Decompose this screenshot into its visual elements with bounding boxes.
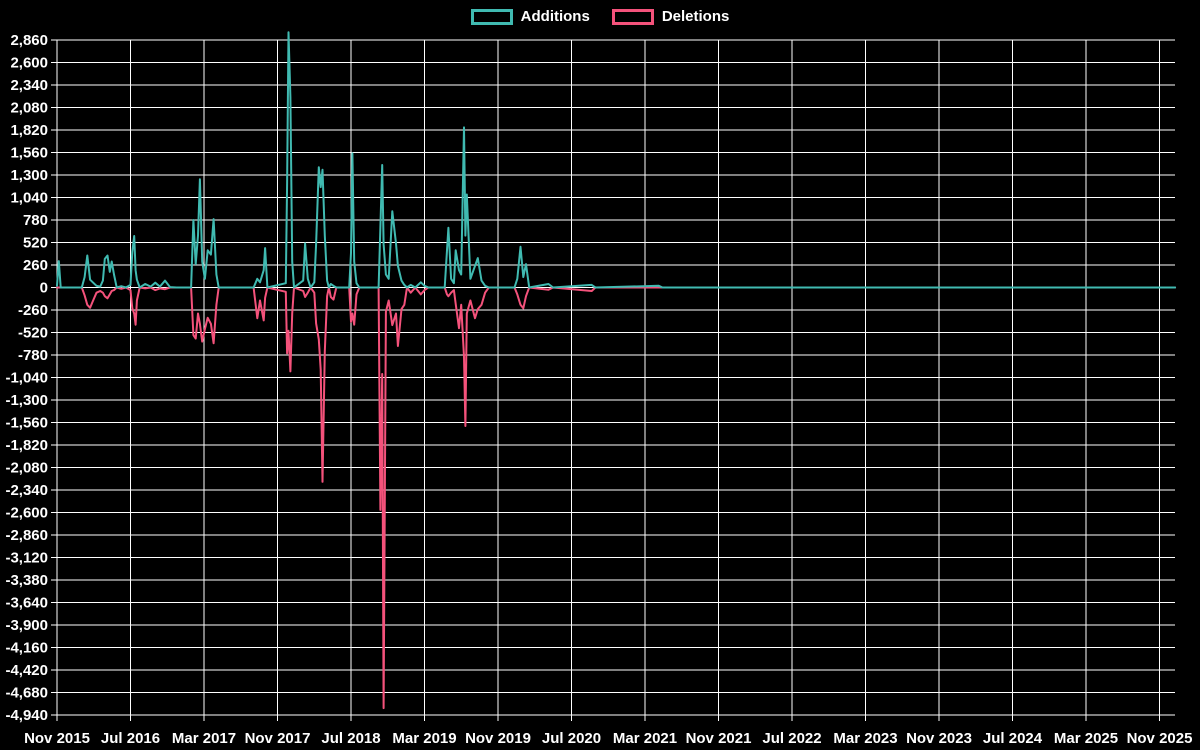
x-axis-label: Nov 2023: [906, 730, 972, 747]
y-axis-label: -1,560: [5, 415, 48, 432]
y-axis-label: -1,300: [5, 392, 48, 409]
legend-item-additions[interactable]: Additions: [470, 7, 590, 27]
x-axis-label: Jul 2022: [762, 730, 821, 747]
y-axis-label: -260: [18, 302, 48, 319]
x-axis-label: Mar 2017: [172, 730, 236, 747]
y-axis-label: -3,900: [5, 617, 48, 634]
y-axis-label: 0: [40, 280, 48, 297]
x-axis-label: Jul 2020: [542, 730, 601, 747]
y-axis-label: -520: [18, 325, 48, 342]
y-axis-label: 1,820: [10, 122, 48, 139]
deletions-label: Deletions: [661, 8, 730, 25]
y-axis-label: 2,600: [10, 55, 48, 72]
additions-swatch-icon: [470, 9, 513, 25]
y-axis-label: 2,340: [10, 77, 48, 94]
x-axis-label: Mar 2019: [392, 730, 456, 747]
y-axis-label: -2,080: [5, 460, 48, 477]
x-axis-label: Mar 2025: [1054, 730, 1118, 747]
y-axis-label: 780: [23, 212, 48, 229]
additions-line: [56, 31, 1177, 289]
y-axis-label: -4,940: [5, 707, 48, 724]
y-axis-label: 2,080: [10, 100, 48, 117]
deletions-swatch-icon: [611, 9, 654, 25]
y-axis-label: -780: [18, 347, 48, 364]
x-axis-label: Jul 2024: [983, 730, 1043, 747]
x-axis-label: Nov 2015: [24, 730, 90, 747]
x-axis-label: Mar 2023: [833, 730, 897, 747]
legend-item-deletions[interactable]: Deletions: [611, 7, 730, 27]
y-axis-label: 1,560: [10, 145, 48, 162]
x-axis-label: Mar 2021: [613, 730, 677, 747]
y-axis-label: 1,300: [10, 167, 48, 184]
y-axis-label: -3,120: [5, 550, 48, 567]
x-axis-label: Jul 2018: [321, 730, 380, 747]
y-axis-label: -1,040: [5, 370, 48, 387]
y-axis-label: -2,600: [5, 505, 48, 522]
y-axis-label: -4,420: [5, 662, 48, 679]
y-axis-label: -3,380: [5, 572, 48, 589]
y-axis-label: -3,640: [5, 595, 48, 612]
additions-label: Additions: [520, 8, 590, 25]
y-axis-label: -1,820: [5, 437, 48, 454]
x-axis-label: Jul 2016: [101, 730, 160, 747]
x-axis-label: Nov 2017: [245, 730, 311, 747]
y-axis-label: 2,860: [10, 32, 48, 49]
y-axis-label: -4,680: [5, 685, 48, 702]
x-axis-label: Nov 2021: [686, 730, 752, 747]
y-axis-label: -2,860: [5, 527, 48, 544]
y-axis-label: 520: [23, 235, 48, 252]
y-axis-label: 1,040: [10, 190, 48, 207]
y-axis-label: 260: [23, 257, 48, 274]
x-axis-label: Nov 2019: [465, 730, 531, 747]
chart-legend: Additions Deletions: [0, 7, 1200, 27]
deletions-line: [56, 286, 1177, 710]
y-axis-label: -2,340: [5, 482, 48, 499]
y-axis-label: -4,160: [5, 640, 48, 657]
x-axis-label: Nov 2025: [1127, 730, 1193, 747]
